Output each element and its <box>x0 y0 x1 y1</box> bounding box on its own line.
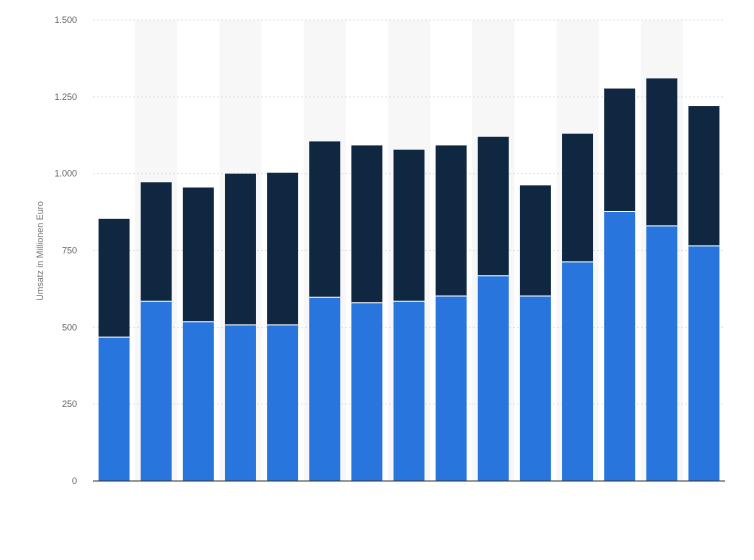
bar-segment-bottom[interactable] <box>435 295 467 481</box>
y-tick-label: 500 <box>62 322 77 332</box>
bar-segment-bottom[interactable] <box>646 225 678 481</box>
bar-segment-bottom[interactable] <box>140 301 172 481</box>
bar-segment-bottom[interactable] <box>604 211 636 481</box>
bar-segment-top[interactable] <box>688 106 720 246</box>
bar-segment-top[interactable] <box>604 88 636 212</box>
bar-segment-top[interactable] <box>98 218 130 338</box>
bar-segment-bottom[interactable] <box>182 321 214 481</box>
bar-segment-top[interactable] <box>435 145 467 296</box>
bar-segment-bottom[interactable] <box>351 302 383 481</box>
bar-segment-bottom[interactable] <box>477 275 509 481</box>
bar-segment-top[interactable] <box>267 172 299 325</box>
bar-segment-top[interactable] <box>351 145 383 303</box>
bar-segment-bottom[interactable] <box>393 301 425 481</box>
bar-segment-top[interactable] <box>309 141 341 298</box>
bar-segment-bottom[interactable] <box>98 337 130 481</box>
bar-segment-bottom[interactable] <box>519 295 551 481</box>
bar-segment-bottom[interactable] <box>309 297 341 481</box>
y-tick-label: 1.500 <box>54 15 77 25</box>
bar-segment-top[interactable] <box>224 173 256 325</box>
bar-segment-bottom[interactable] <box>224 324 256 481</box>
bar-segment-bottom[interactable] <box>688 245 720 481</box>
bar-segment-top[interactable] <box>519 185 551 296</box>
y-axis-ticks: 0 250 500 750 1.000 1.250 1.500 <box>54 15 77 486</box>
bar-segment-bottom[interactable] <box>267 324 299 481</box>
y-tick-label: 0 <box>72 476 77 486</box>
y-tick-label: 250 <box>62 399 77 409</box>
bar-segment-top[interactable] <box>646 78 678 226</box>
bar-segment-top[interactable] <box>140 182 172 302</box>
y-tick-label: 750 <box>62 246 77 256</box>
bar-segment-top[interactable] <box>393 149 425 302</box>
bar-segment-top[interactable] <box>477 136 509 276</box>
y-axis-title: Umsatz in Millionen Euro <box>35 201 45 301</box>
bar-segment-top[interactable] <box>182 187 214 322</box>
y-tick-label: 1.250 <box>54 92 77 102</box>
bar-segment-bottom[interactable] <box>562 261 594 481</box>
bar-segment-top[interactable] <box>562 133 594 262</box>
bars <box>98 78 720 481</box>
y-tick-label: 1.000 <box>54 169 77 179</box>
